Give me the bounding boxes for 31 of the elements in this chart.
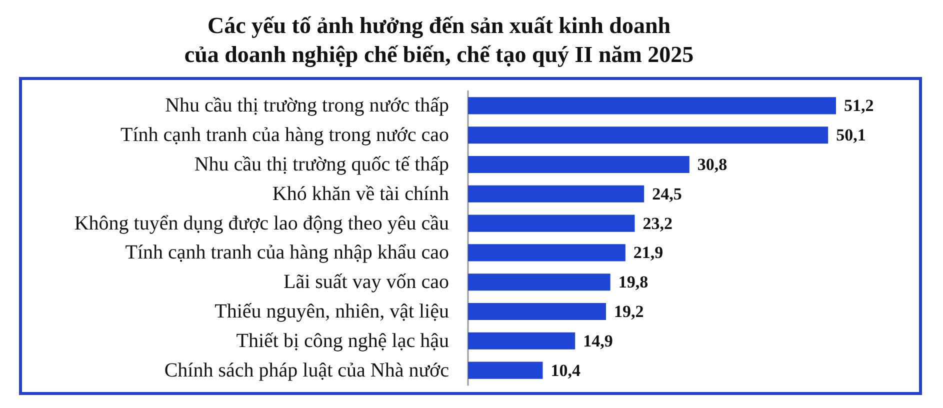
data-label: 23,2 [642, 214, 672, 233]
bar [468, 274, 610, 291]
y-tick-label: Thiết bị công nghệ lạc hậu [236, 330, 449, 352]
chart-title: Các yếu tố ảnh hưởng đến sản xuất kinh doanh của doanh nghiệp chế biến, chế tạo quý II năm 2025 [184, 13, 694, 68]
bar [468, 302, 606, 320]
data-label: 19,8 [618, 272, 648, 292]
y-tick-label: Không tuyển dụng được lao động theo yêu cầu [74, 212, 449, 234]
bar [468, 214, 635, 232]
data-label: 50,1 [836, 126, 866, 145]
data-label: 30,8 [697, 155, 728, 174]
y-tick-label: Khó khăn về tài chính [272, 182, 449, 205]
data-label: 51,2 [844, 96, 874, 116]
bar [468, 126, 828, 144]
y-tick-label: Lãi suất vay vốn cao [284, 271, 449, 294]
y-tick-label: Tính cạnh tranh của hàng nhập khẩu cao [125, 242, 449, 264]
bar [468, 244, 626, 262]
y-tick-label: Nhu cầu thị trường trong nước thấp [165, 94, 449, 117]
y-tick-label: Chính sách pháp luật của Nhà nước [164, 359, 450, 382]
data-label: 21,9 [633, 243, 664, 262]
y-tick-label: Tính cạnh tranh của hàng trong nước cao [120, 124, 449, 146]
data-label: 19,2 [614, 302, 644, 321]
data-label: 24,5 [652, 184, 682, 204]
data-label: 14,9 [583, 331, 613, 350]
bar [468, 97, 836, 114]
bar [468, 185, 644, 202]
bar [468, 362, 543, 379]
bar [468, 332, 576, 350]
bar [468, 156, 690, 174]
y-tick-label: Nhu cầu thị trường quốc tế thấp [194, 154, 449, 176]
data-label: 10,4 [550, 360, 581, 380]
y-tick-label: Thiếu nguyên, nhiên, vật liệu [214, 300, 449, 322]
